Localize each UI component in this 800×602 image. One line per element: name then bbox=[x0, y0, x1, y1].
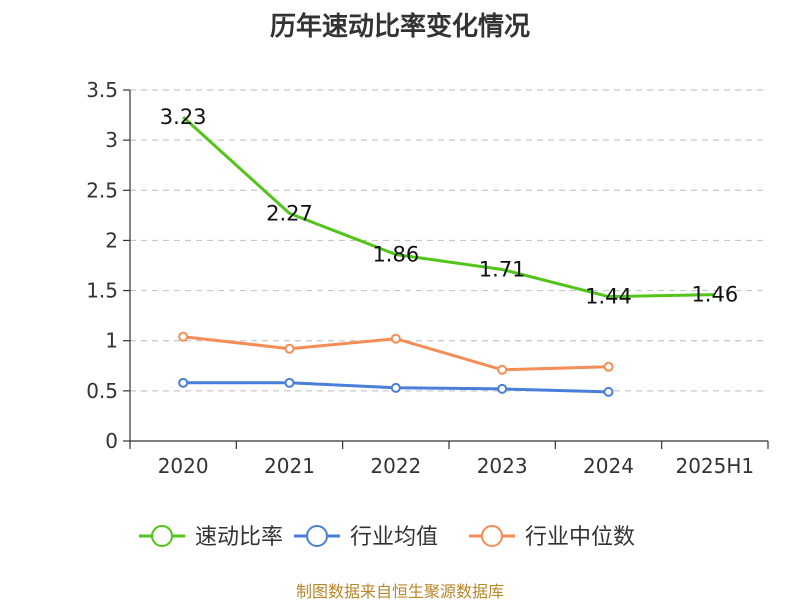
legend: 速动比率 行业均值 行业中位数 bbox=[139, 525, 635, 550]
x-tick-label: 2024 bbox=[583, 454, 634, 478]
data-point bbox=[284, 377, 295, 388]
series-lines bbox=[178, 115, 715, 397]
data-label: 3.23 bbox=[160, 105, 207, 129]
data-point bbox=[390, 333, 401, 344]
y-tick-label: 0.5 bbox=[86, 379, 118, 403]
y-tick-label: 1 bbox=[105, 329, 118, 353]
legend-label: 行业中位数 bbox=[525, 525, 635, 550]
data-label: 1.71 bbox=[479, 258, 526, 282]
y-tick-label: 3.5 bbox=[86, 78, 118, 102]
x-tick-label: 2025H1 bbox=[675, 454, 754, 478]
y-tick-label: 3 bbox=[105, 128, 118, 152]
legend-marker bbox=[481, 525, 503, 547]
data-labels: 3.23 2.27 1.86 1.71 1.44 1.46 bbox=[160, 105, 738, 309]
data-point bbox=[603, 361, 614, 372]
data-label: 1.46 bbox=[691, 283, 738, 307]
source-note: 制图数据来自恒生聚源数据库 bbox=[295, 582, 504, 601]
y-tick-label: 1.5 bbox=[86, 279, 118, 303]
data-point bbox=[284, 343, 295, 354]
data-point bbox=[178, 377, 189, 388]
y-tick-label: 0 bbox=[105, 429, 118, 453]
y-tick-label: 2.5 bbox=[86, 178, 118, 202]
axes: 0 0.5 1 1.5 2 2.5 3 3.5 2020 2021 2022 2023 2024 2025… bbox=[86, 78, 769, 478]
x-tick-label: 2021 bbox=[264, 454, 315, 478]
x-tick-label: 2022 bbox=[370, 454, 421, 478]
grid-lines bbox=[130, 89, 768, 392]
data-point bbox=[497, 383, 508, 394]
legend-label: 行业均值 bbox=[350, 525, 438, 550]
x-tick-label: 2020 bbox=[158, 454, 209, 478]
data-label: 1.44 bbox=[585, 285, 632, 309]
data-point bbox=[178, 331, 189, 342]
data-point bbox=[390, 382, 401, 393]
legend-label: 速动比率 bbox=[195, 525, 283, 550]
data-label: 1.86 bbox=[372, 242, 419, 266]
legend-marker bbox=[151, 525, 173, 547]
x-tick-label: 2023 bbox=[477, 454, 528, 478]
data-label: 2.27 bbox=[266, 201, 313, 225]
legend-marker bbox=[306, 525, 328, 547]
data-point bbox=[603, 386, 614, 397]
data-point bbox=[497, 364, 508, 375]
series-line-0 bbox=[182, 115, 715, 299]
y-tick-label: 2 bbox=[105, 228, 118, 252]
chart-title: 历年速动比率变化情况 bbox=[269, 12, 530, 42]
